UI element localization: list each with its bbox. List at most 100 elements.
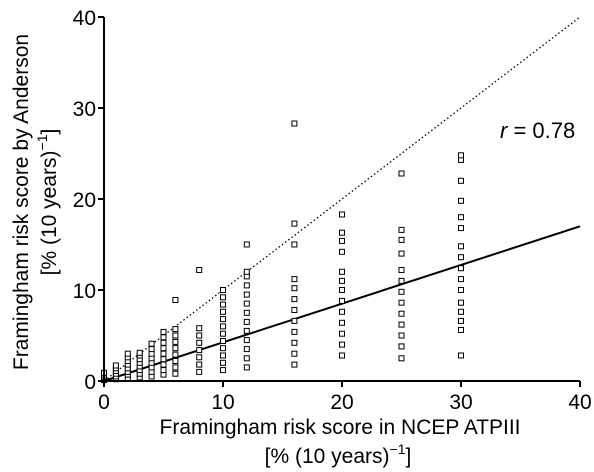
data-point xyxy=(398,170,405,177)
data-point xyxy=(160,350,167,357)
data-point xyxy=(196,267,203,273)
data-point xyxy=(291,296,298,303)
data-point xyxy=(172,358,179,364)
data-point xyxy=(136,349,143,356)
data-point xyxy=(291,276,298,283)
data-point xyxy=(243,291,250,298)
data-point xyxy=(458,177,464,184)
data-point xyxy=(458,152,464,159)
data-point xyxy=(160,361,167,368)
correlation-annotation: r = 0.78 xyxy=(500,118,575,143)
y-axis-unit-exponent: −1 xyxy=(34,134,50,150)
data-point xyxy=(172,364,179,371)
data-point xyxy=(172,332,179,339)
x-tick-label: 20 xyxy=(330,391,353,414)
data-point xyxy=(458,254,464,261)
y-tick-label: 10 xyxy=(73,280,96,303)
data-point xyxy=(220,323,226,330)
data-point xyxy=(220,316,226,323)
data-point xyxy=(458,317,464,324)
data-point xyxy=(160,328,167,335)
data-point xyxy=(243,364,250,371)
data-point xyxy=(339,308,345,315)
data-point xyxy=(196,339,203,346)
data-point xyxy=(148,346,155,353)
data-point xyxy=(196,332,203,339)
data-point xyxy=(291,120,298,127)
data-point xyxy=(398,343,405,350)
x-tick-label: 0 xyxy=(98,391,110,414)
x-axis-title: Framingham risk score in NCEP ATPIII xyxy=(160,416,521,439)
data-point xyxy=(398,321,405,328)
y-tick-label: 0 xyxy=(84,371,96,394)
data-point xyxy=(243,346,250,353)
data-point xyxy=(339,268,345,275)
data-point xyxy=(160,367,167,374)
data-point xyxy=(112,362,119,369)
y-axis-title: Framingham risk score by Anderson xyxy=(10,34,33,370)
data-point xyxy=(398,236,405,243)
data-point xyxy=(339,352,345,359)
data-point xyxy=(398,250,405,257)
data-point xyxy=(196,347,203,354)
data-point xyxy=(124,350,131,357)
x-tick-label: 10 xyxy=(211,391,234,414)
data-point xyxy=(291,317,298,324)
data-point xyxy=(243,337,250,344)
data-point xyxy=(398,267,405,273)
y-tick-label: 30 xyxy=(73,98,96,121)
data-point xyxy=(458,287,464,293)
data-point xyxy=(148,340,155,347)
data-point xyxy=(291,350,298,357)
data-point xyxy=(220,367,226,374)
data-point xyxy=(458,225,464,232)
data-point xyxy=(291,361,298,368)
data-point xyxy=(172,345,179,352)
x-tick-label: 30 xyxy=(449,391,472,414)
data-point xyxy=(339,297,345,304)
data-point xyxy=(458,197,464,204)
data-point xyxy=(243,282,250,289)
data-point xyxy=(291,328,298,335)
data-point xyxy=(220,359,226,366)
data-point xyxy=(398,277,405,284)
x-axis-unit-exponent: −1 xyxy=(390,441,406,457)
data-point xyxy=(196,368,203,375)
data-point xyxy=(339,237,345,244)
plot-area xyxy=(101,16,581,384)
data-point xyxy=(458,276,464,283)
data-point xyxy=(339,229,345,236)
data-point xyxy=(339,211,345,218)
y-axis-unit: [% (10 years)−1] xyxy=(34,129,61,276)
data-point xyxy=(458,327,464,333)
data-point xyxy=(291,307,298,313)
data-point xyxy=(220,352,226,359)
x-tick-label: 40 xyxy=(568,391,591,414)
data-point xyxy=(160,345,167,352)
data-point xyxy=(220,301,226,308)
data-point xyxy=(398,332,405,339)
y-tick-label: 20 xyxy=(73,189,96,212)
data-point xyxy=(172,338,179,345)
data-point xyxy=(458,352,464,359)
data-point xyxy=(220,294,226,301)
data-point xyxy=(172,297,179,303)
data-point xyxy=(339,287,345,293)
data-point xyxy=(172,351,179,358)
axis-ticks: 0 10 20 30 40 0 10 20 30 40 xyxy=(73,7,592,414)
data-point xyxy=(398,355,405,362)
data-point xyxy=(196,325,203,332)
data-point xyxy=(243,309,250,316)
data-point xyxy=(196,361,203,368)
data-point xyxy=(339,277,345,284)
x-axis-unit: [% (10 years)−1] xyxy=(265,441,412,468)
data-point xyxy=(458,265,464,272)
data-point xyxy=(243,318,250,325)
data-point xyxy=(172,370,179,377)
data-point xyxy=(172,326,179,333)
data-point xyxy=(243,327,250,334)
data-point xyxy=(339,341,345,348)
data-point xyxy=(220,345,226,352)
data-point xyxy=(160,339,167,346)
